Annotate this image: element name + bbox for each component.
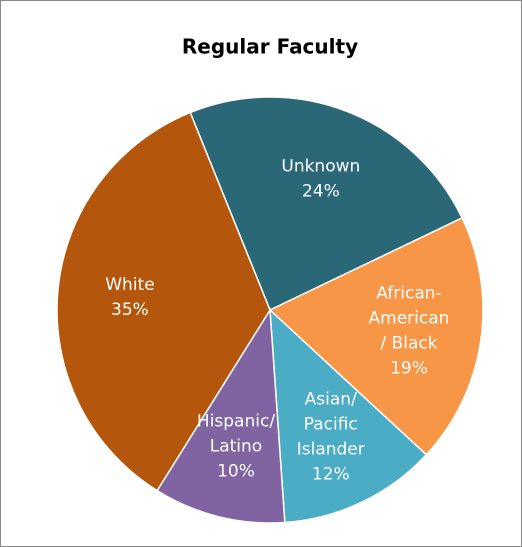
value-label: 19% <box>390 359 428 379</box>
pie-slice <box>56 111 271 492</box>
slice-label: Unknown <box>281 156 360 176</box>
slice-label: African- <box>376 284 441 304</box>
value-label: 35% <box>111 300 149 320</box>
value-label: 12% <box>312 464 350 484</box>
value-label: 24% <box>302 181 340 201</box>
slice-label: White <box>105 275 154 295</box>
slice-label: American <box>369 309 450 329</box>
slice-label: Latino <box>210 436 262 456</box>
slice-label: Hispanic/ <box>197 411 275 431</box>
value-label: 10% <box>217 461 255 481</box>
slice-label: / Black <box>380 334 437 354</box>
slice-label: Islander <box>297 439 365 459</box>
slice-label: Asian/ <box>305 389 357 409</box>
chart-title: Regular Faculty <box>182 35 358 59</box>
pie-slice <box>189 96 464 312</box>
pie-slice <box>269 308 428 524</box>
pie-slice <box>268 216 484 456</box>
pie-slice <box>156 307 286 524</box>
slice-label: Pacific <box>304 414 358 434</box>
